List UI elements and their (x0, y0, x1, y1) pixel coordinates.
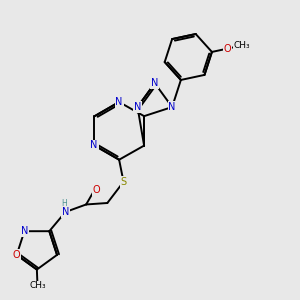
Text: CH₃: CH₃ (29, 281, 46, 290)
Text: CH₃: CH₃ (234, 41, 250, 50)
Text: N: N (168, 102, 176, 112)
Text: H: H (61, 199, 68, 208)
Text: N: N (90, 140, 98, 150)
Text: O: O (93, 185, 100, 195)
Text: N: N (116, 97, 123, 107)
Text: N: N (134, 102, 141, 112)
Text: N: N (62, 207, 69, 217)
Text: S: S (121, 177, 127, 187)
Text: N: N (151, 78, 158, 88)
Text: O: O (224, 44, 232, 53)
Text: O: O (13, 250, 20, 260)
Text: N: N (21, 226, 28, 236)
